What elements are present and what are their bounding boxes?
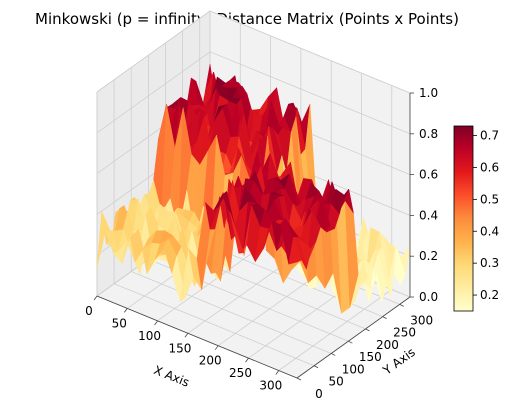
y-tick-label: 300 (410, 313, 433, 327)
y-tick-mark (296, 377, 302, 381)
y-tick-mark (399, 304, 404, 307)
y-tick-label: 50 (328, 375, 343, 389)
y-tick-mark (313, 365, 319, 369)
y-tick-mark (382, 316, 387, 319)
y-tick-mark (348, 340, 353, 344)
y-tick-label: 0 (315, 387, 323, 401)
tick-labels: 0501001502002503000501001502002503000.00… (85, 86, 438, 401)
axis-line (296, 296, 411, 379)
colorbar-ticks: 0.2 0.3 0.4 0.5 0.6 0.7 (473, 129, 499, 302)
z-gridline (96, 10, 411, 94)
colorbar-tick-label: 0.3 (480, 256, 499, 270)
x-tick-mark (245, 357, 249, 363)
y-tick-mark (331, 353, 336, 356)
colorbar-tick-label: 0.7 (480, 129, 499, 143)
z-tick-label: 0.2 (419, 249, 438, 263)
x-tick-label: 150 (168, 341, 191, 355)
axis-line (96, 295, 298, 379)
colorbar-tick-label: 0.6 (480, 160, 499, 174)
x-tick-label: 250 (229, 366, 252, 380)
x-tick-mark (214, 345, 219, 350)
z-tick-label: 0.6 (419, 168, 438, 182)
y-tick-label: 250 (393, 326, 416, 340)
y-tick-label: 100 (342, 362, 365, 376)
z-tick-label: 1.0 (419, 86, 438, 100)
x-tick-mark (123, 308, 128, 313)
x-tick-label: 200 (199, 354, 222, 368)
surface-cell (288, 236, 303, 265)
axes-lines (96, 93, 411, 379)
x-tick-label: 100 (138, 329, 161, 343)
y-tick-label: 200 (376, 338, 399, 352)
z-gridline (96, 51, 411, 135)
colorbar-tick-label: 0.5 (480, 192, 499, 206)
x-tick-mark (154, 320, 158, 326)
x-tick-label: 0 (85, 304, 93, 318)
surface-plot (96, 64, 411, 314)
x-tick-mark (275, 370, 280, 375)
x-tick-label: 300 (259, 379, 282, 393)
y-tick-label: 150 (359, 350, 382, 364)
colorbar (453, 125, 474, 312)
x-tick-mark (184, 333, 189, 338)
x-axis-label: X Axis (152, 363, 191, 390)
z-tick-label: 0.0 (419, 290, 438, 304)
y-tick-mark (365, 328, 370, 332)
z-tick-label: 0.8 (419, 127, 438, 141)
colorbar-tick-label: 0.4 (480, 224, 499, 238)
chart-title: Minkowski (p = infinity) Distance Matrix… (35, 10, 459, 28)
colorbar-tick-label: 0.2 (480, 288, 499, 302)
x-tick-label: 50 (112, 316, 127, 330)
x-tick-mark (93, 295, 98, 301)
z-tick-label: 0.4 (419, 208, 438, 222)
